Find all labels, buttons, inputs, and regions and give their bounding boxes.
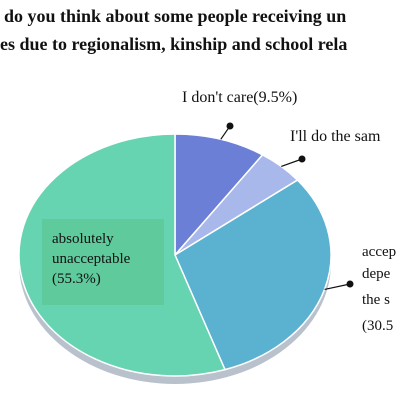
leader-acceptable-dot bbox=[346, 280, 354, 288]
leader-ill-do-same-dot bbox=[298, 155, 306, 163]
slice-label-unacceptable-line-3: (55.3%) bbox=[52, 271, 101, 287]
slice-label-ill-do-same: I'll do the sam bbox=[290, 128, 381, 145]
slice-label-unacceptable-line-2: unacceptable bbox=[52, 251, 131, 267]
slice-label-acceptable-line-3: the s bbox=[362, 292, 390, 308]
slice-label-unacceptable-box: absolutely unacceptable (55.3%) bbox=[42, 219, 164, 305]
leader-i-dont-care-dot bbox=[226, 122, 234, 130]
slice-label-acceptable-line-4: (30.5 bbox=[362, 318, 394, 334]
slice-acceptable bbox=[174, 179, 332, 371]
leader-ill-do-same bbox=[281, 158, 303, 167]
slice-label-acceptable-line-2: depe bbox=[362, 266, 391, 282]
leader-acceptable bbox=[324, 283, 351, 291]
slice-label-acceptable-line-1: accep bbox=[362, 244, 397, 260]
slice-i-dont-care bbox=[174, 133, 264, 257]
slice-label-unacceptable-line-1: absolutely bbox=[52, 231, 114, 247]
chart-title-line-2: es due to regionalism, kinship and schoo… bbox=[0, 34, 348, 54]
chart-title-line-1: do you think about some people receiving… bbox=[4, 6, 347, 26]
slice-label-i-dont-care: I don't care(9.5%) bbox=[182, 89, 298, 106]
